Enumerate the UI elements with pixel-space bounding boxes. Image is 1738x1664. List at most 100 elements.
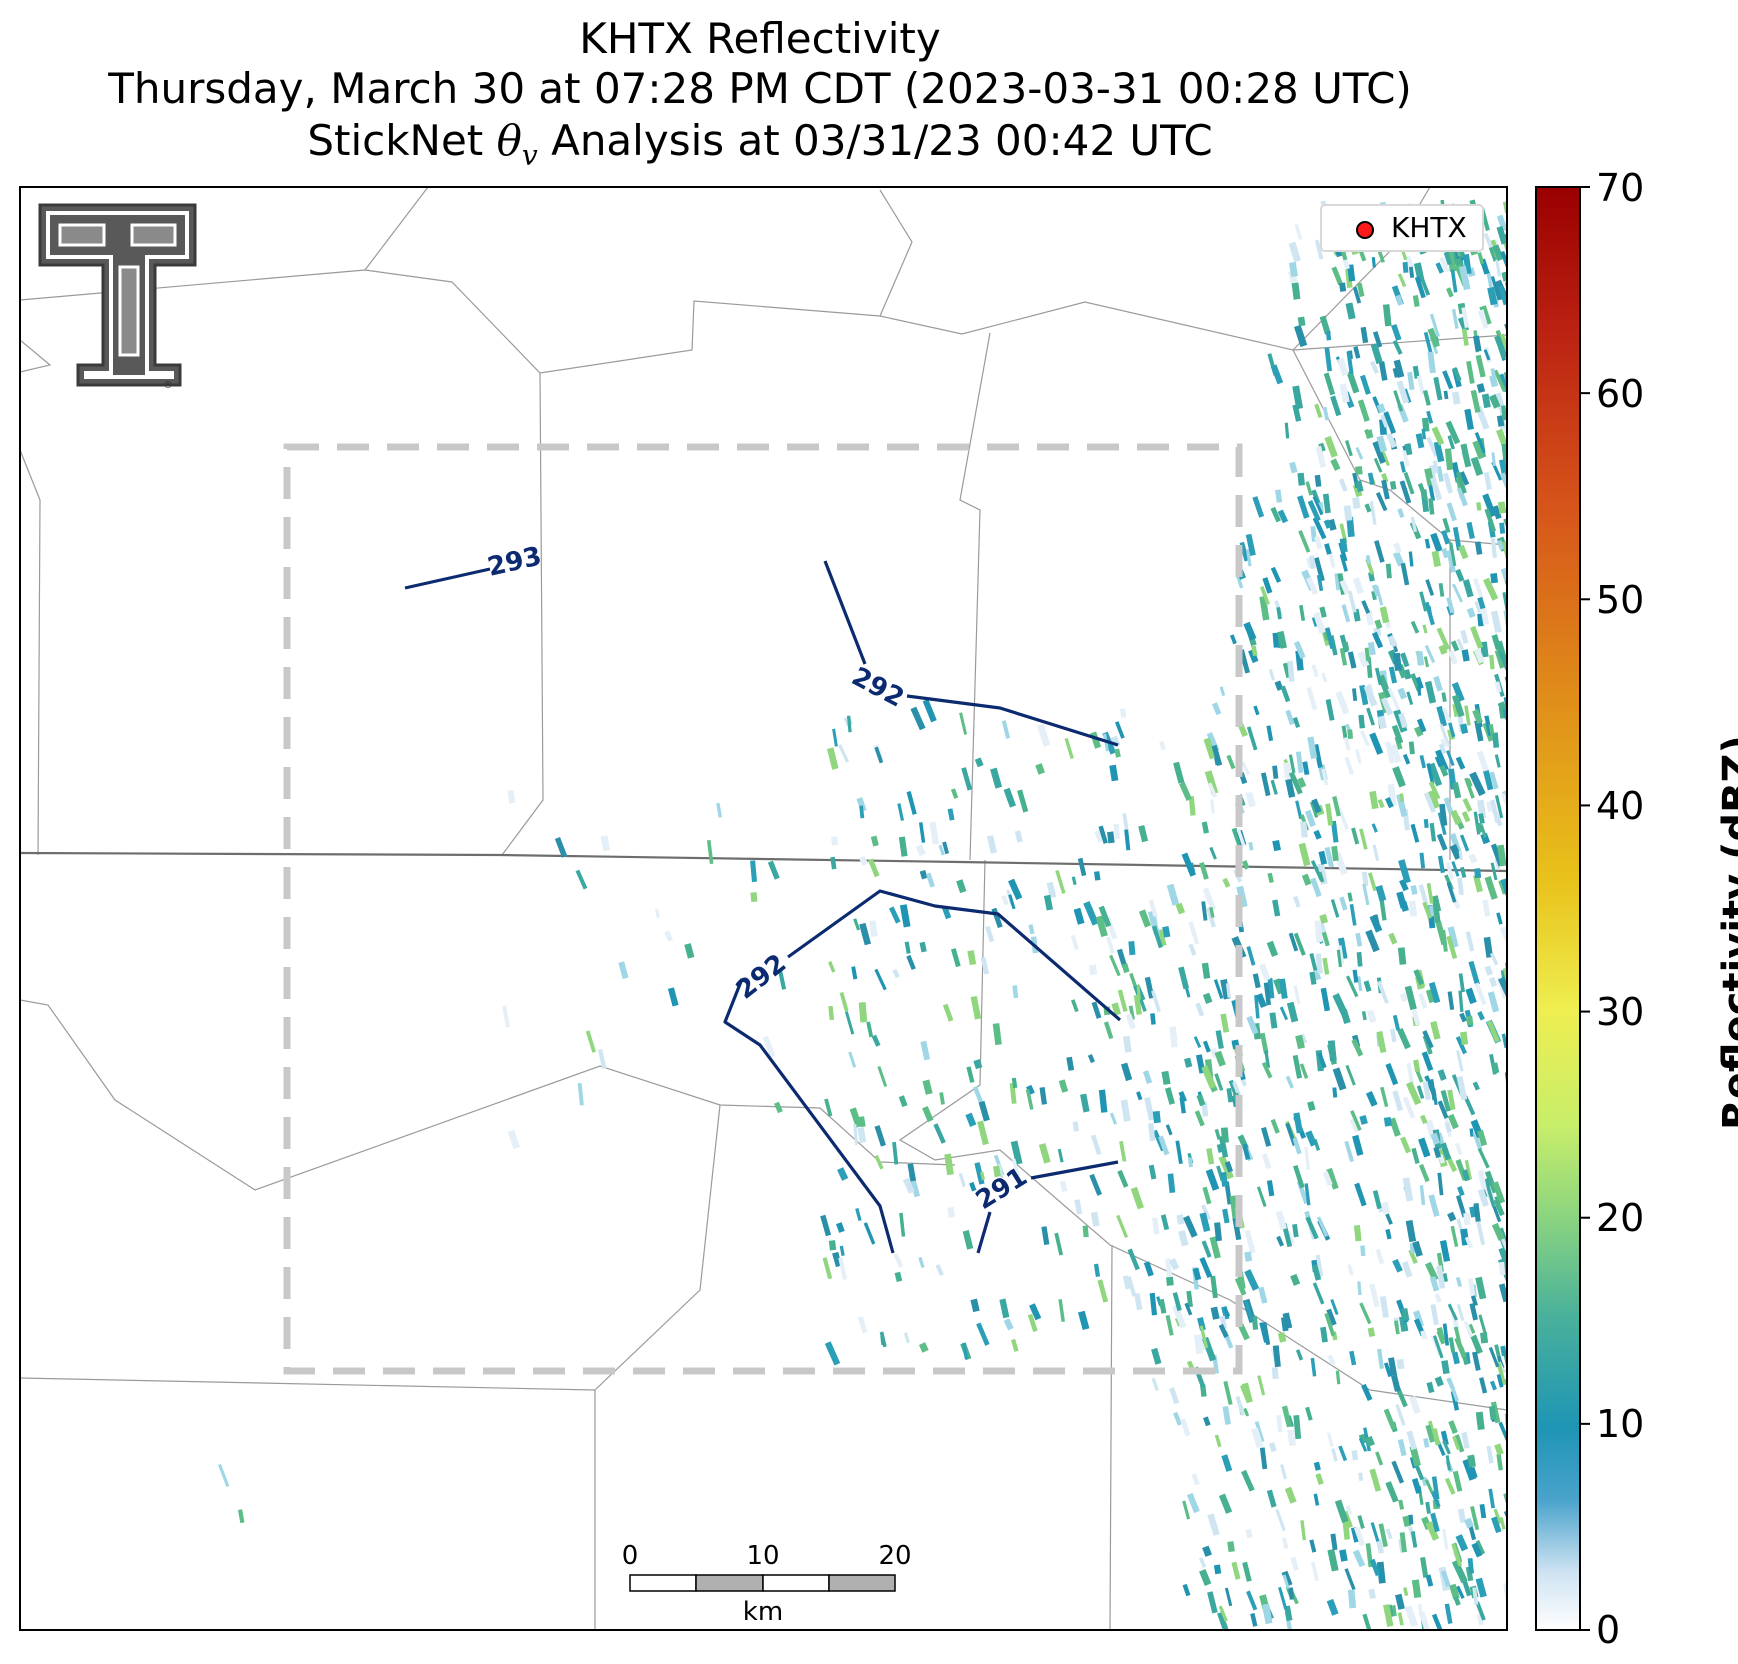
radar-echo <box>1166 1276 1174 1286</box>
radar-echo <box>1447 1303 1458 1321</box>
radar-echo <box>1344 1568 1356 1591</box>
radar-echo <box>1476 1221 1486 1246</box>
radar-echo <box>1199 1256 1213 1278</box>
radar-echo <box>1464 1517 1474 1529</box>
radar-echo <box>1461 811 1471 823</box>
radar-echo <box>1194 1110 1205 1127</box>
radar-echo <box>1446 881 1457 903</box>
radar-echo <box>1489 374 1499 388</box>
radar-echo <box>1313 1461 1321 1471</box>
radar-echo <box>1479 823 1487 838</box>
radar-echo <box>1442 1528 1449 1550</box>
radar-echo <box>1300 821 1308 838</box>
radar-echo <box>1484 965 1493 976</box>
radar-echo <box>1456 1303 1465 1322</box>
radar-echo <box>1423 656 1429 668</box>
radar-echo <box>874 1154 884 1170</box>
radar-echo <box>1451 861 1460 877</box>
radar-echo <box>846 715 852 733</box>
radar-echo <box>1433 1146 1442 1159</box>
radar-echo <box>1262 1603 1273 1625</box>
radar-echo <box>1455 1276 1463 1287</box>
radar-echo <box>1339 553 1348 572</box>
radar-echo <box>1295 1349 1304 1361</box>
radar-echo <box>1490 862 1498 881</box>
colorbar-ticks <box>1580 186 1590 1631</box>
radar-echo <box>1082 1225 1089 1238</box>
radar-echo <box>1400 1308 1410 1322</box>
radar-echo <box>1276 1415 1283 1433</box>
radar-echo <box>1506 762 1507 775</box>
radar-echo <box>1489 771 1499 790</box>
radar-echo <box>1415 433 1425 449</box>
radar-echo <box>1481 393 1491 409</box>
radar-echo <box>1367 641 1376 656</box>
radar-echo <box>1227 1541 1235 1553</box>
radar-echo <box>1480 832 1491 845</box>
radar-echo <box>1293 932 1306 956</box>
radar-echo <box>1474 720 1484 742</box>
radar-echo <box>1497 501 1507 514</box>
radar-echo <box>859 855 869 866</box>
radar-echo <box>1200 1204 1211 1221</box>
radar-echo <box>1347 590 1357 613</box>
radar-echo <box>1293 640 1306 659</box>
radar-echo <box>1490 572 1498 584</box>
radar-echo <box>1358 1472 1364 1482</box>
radar-echo <box>1448 650 1458 665</box>
radar-echo <box>1499 926 1507 950</box>
radar-echo <box>1352 1549 1366 1568</box>
radar-echo <box>1330 820 1339 843</box>
radar-echo <box>1287 660 1295 682</box>
radar-echo <box>1315 953 1323 974</box>
radar-echo <box>1369 790 1379 810</box>
radar-echo <box>1071 876 1077 886</box>
radar-echo <box>1304 1183 1311 1206</box>
radar-echo <box>977 1120 989 1146</box>
radar-echo <box>1374 540 1385 563</box>
analysis-domain-box <box>283 443 1243 1375</box>
radar-echo <box>1372 1190 1382 1210</box>
radar-echo <box>1327 518 1337 531</box>
colorbar-tick-10: 10 <box>1596 1402 1645 1446</box>
radar-echo <box>1491 1222 1505 1241</box>
radar-echo <box>1375 491 1388 512</box>
radar-echo <box>1467 1278 1476 1299</box>
radar-echo <box>1463 1095 1476 1116</box>
radar-echo <box>1070 934 1079 951</box>
map-area[interactable] <box>20 187 1507 1630</box>
radar-echo <box>1310 877 1322 898</box>
radar-echo <box>1400 562 1410 586</box>
radar-echo <box>976 1322 990 1346</box>
radar-echo <box>1276 607 1282 620</box>
radar-echo <box>1449 542 1457 567</box>
radar-echo <box>1169 1258 1180 1271</box>
radar-echo <box>1431 426 1445 446</box>
radar-echo <box>1451 391 1461 405</box>
contour-291-a <box>1030 1160 1119 1180</box>
radar-echo <box>1184 1302 1193 1316</box>
radar-echo <box>1297 495 1310 519</box>
radar-echo <box>1450 269 1458 293</box>
radar-echo <box>1107 831 1115 844</box>
radar-echo <box>1121 963 1130 974</box>
radar-echo <box>1248 841 1254 851</box>
radar-echo <box>1469 771 1486 797</box>
radar-echo <box>1450 1390 1460 1411</box>
radar-echo <box>1406 691 1414 706</box>
radar-echo <box>1429 822 1437 842</box>
radar-echo <box>1440 1142 1452 1161</box>
radar-echo <box>1055 870 1066 894</box>
radar-echo <box>1399 900 1409 912</box>
radar-echo <box>1161 1070 1171 1085</box>
radar-echo <box>1437 1100 1449 1119</box>
radar-echo <box>1499 333 1507 354</box>
radar-echo <box>1452 526 1462 551</box>
radar-echo <box>1305 1216 1319 1240</box>
radar-echo <box>1392 339 1403 355</box>
radar-echo <box>1392 551 1405 567</box>
radar-echo <box>1272 632 1279 648</box>
radar-echo <box>1152 1110 1161 1124</box>
radar-echo <box>1496 1453 1503 1471</box>
radar-echo <box>1446 550 1456 573</box>
